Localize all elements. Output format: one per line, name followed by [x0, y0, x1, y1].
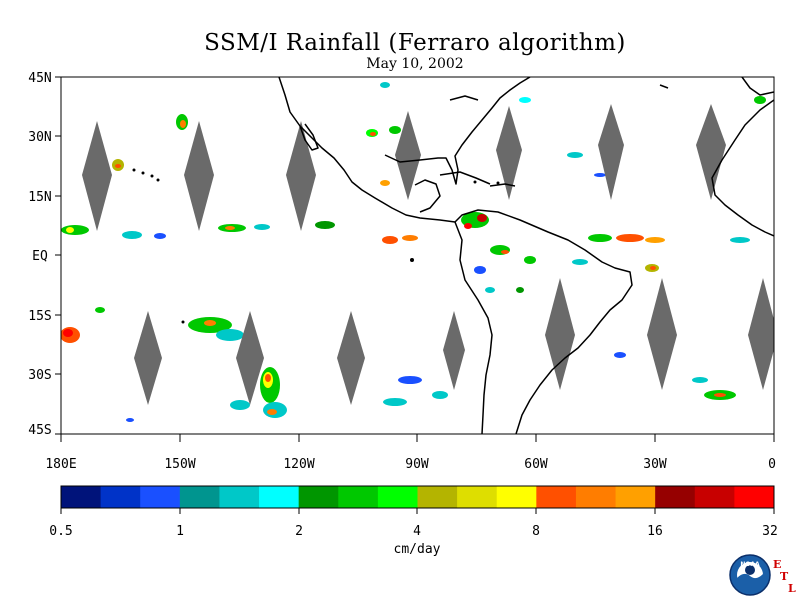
chart-subtitle: May 10, 2002 — [366, 56, 464, 72]
lat-label: 45N — [28, 71, 51, 86]
lon-label: 150W — [164, 457, 195, 472]
colorbar-tick-label: 16 — [647, 524, 663, 539]
colorbar-swatch — [338, 486, 379, 508]
map-background — [61, 77, 774, 434]
lon-label: 120W — [283, 457, 314, 472]
lon-label: 60W — [524, 457, 548, 472]
colorbar-swatch — [417, 486, 458, 508]
colorbar-swatch — [377, 486, 418, 508]
longitude-labels: 180E 150W 120W 90W 60W 30W 0 — [45, 457, 776, 472]
rain-patches — [61, 82, 766, 422]
etl-letter: L — [788, 582, 796, 595]
colorbar-swatch — [496, 486, 537, 508]
lon-label: 90W — [405, 457, 429, 472]
etl-logo: E T L — [773, 558, 796, 595]
noaa-logo: NOAA — [729, 554, 771, 596]
colorbar-swatch — [575, 486, 617, 508]
lon-label: 30W — [643, 457, 667, 472]
colorbar-tick-label: 32 — [762, 524, 778, 539]
lat-label: EQ — [32, 249, 48, 264]
colorbar-swatch — [100, 486, 141, 508]
lon-label: 180E — [45, 457, 76, 472]
colorbar-tick-label: 2 — [295, 524, 303, 539]
etl-letter: T — [780, 570, 789, 583]
coastlines — [278, 77, 774, 434]
colorbar-swatch — [140, 486, 181, 508]
colorbar-tick-label: 8 — [532, 524, 540, 539]
lat-label: 30S — [28, 368, 51, 383]
etl-letter: E — [773, 558, 781, 571]
colorbar-swatch — [536, 486, 577, 508]
lat-label: 15N — [28, 190, 51, 205]
lat-label: 30N — [28, 130, 51, 145]
latitude-labels: 45N 30N 15N EQ 15S 30S 45S — [28, 71, 51, 438]
axis-ticks — [55, 76, 775, 442]
colorbar — [61, 486, 775, 508]
colorbar-tick-label: 1 — [176, 524, 184, 539]
colorbar-swatch — [457, 486, 498, 508]
colorbar-ticks — [60, 508, 775, 514]
colorbar-swatch — [694, 486, 735, 508]
colorbar-swatch — [298, 486, 339, 508]
colorbar-swatch — [655, 486, 696, 508]
chart-title: SSM/I Rainfall (Ferraro algorithm) — [204, 30, 626, 56]
lat-label: 45S — [28, 423, 51, 438]
islands — [132, 168, 500, 324]
lat-label: 15S — [28, 309, 51, 324]
colorbar-tick-label: 4 — [413, 524, 421, 539]
colorbar-swatch — [734, 486, 775, 508]
colorbar-swatch — [179, 486, 220, 508]
colorbar-unit-label: cm/day — [394, 542, 441, 557]
swath-gaps — [82, 104, 774, 405]
colorbar-swatch — [615, 486, 656, 508]
colorbar-swatch — [61, 486, 102, 508]
map-content — [61, 77, 774, 434]
colorbar-swatch — [259, 486, 300, 508]
colorbar-swatch — [219, 486, 260, 508]
colorbar-labels: 0.5 1 2 4 8 16 32 cm/day — [49, 524, 778, 557]
colorbar-tick-label: 0.5 — [49, 524, 72, 539]
lon-label: 0 — [768, 457, 776, 472]
noaa-logo-text: NOAA — [740, 561, 760, 568]
